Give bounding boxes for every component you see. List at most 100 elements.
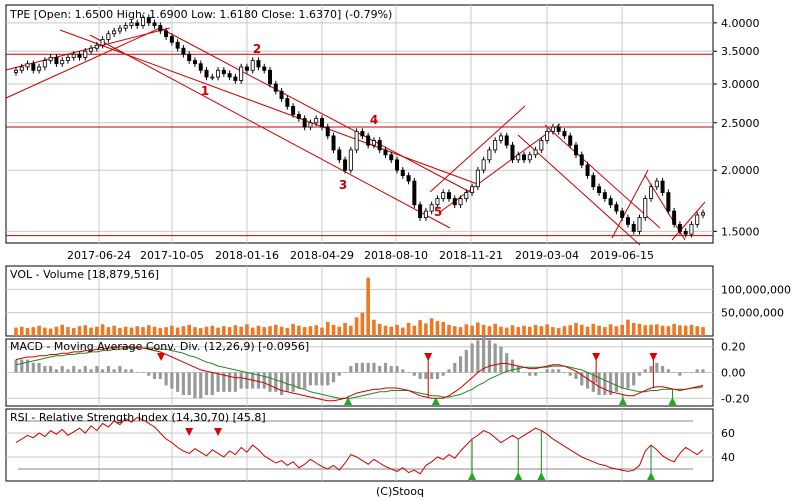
macd-histogram-bar [366, 362, 370, 373]
macd-histogram-bar [482, 337, 486, 373]
volume-bar [48, 328, 53, 336]
volume-bar [129, 327, 134, 336]
volume-title: VOL - Volume [18,879,516] [10, 268, 159, 281]
candle-body [291, 105, 296, 115]
candle-body [423, 210, 428, 219]
candle-body [562, 131, 567, 137]
macd-histogram-bar [539, 372, 543, 373]
volume-bar [43, 327, 47, 336]
volume-bar [158, 328, 163, 336]
macd-sell-signal-marker [592, 353, 601, 361]
candle-body [458, 198, 463, 206]
candle-body [654, 180, 659, 188]
panel-frame-0 [5, 4, 714, 244]
candle-body [556, 126, 561, 132]
macd-sell-signal-marker [157, 353, 166, 361]
price-y-tick-label: 2.5000 [721, 117, 760, 130]
volume-bar [262, 327, 267, 336]
macd-histogram-bar [72, 366, 76, 373]
volume-bar [343, 322, 347, 336]
candle-body [475, 169, 480, 188]
candle-body [19, 66, 24, 71]
price-title: TPE [Open: 1.6500 High: 1.6900 Low: 1.61… [9, 8, 392, 21]
volume-bar [522, 325, 526, 336]
x-tick-label: 2017-06-24 [67, 249, 131, 262]
candle-body [701, 212, 706, 216]
macd-histogram-bar [279, 372, 284, 396]
candle-body [187, 53, 192, 61]
candle-body [672, 210, 677, 225]
volume-bar [631, 322, 636, 336]
volume-bar [60, 324, 64, 336]
macd-histogram-bar [666, 369, 670, 373]
volume-bar [510, 325, 515, 336]
volume-bar [95, 326, 99, 336]
volume-bar [71, 328, 76, 336]
rsi-title: RSI - Relative Strength Index (14,30,70)… [10, 411, 266, 424]
macd-histogram-bar [256, 372, 261, 389]
candle-body [89, 47, 94, 52]
macd-histogram-bar [672, 372, 676, 373]
volume-bar [435, 321, 440, 336]
volume-bar [412, 325, 417, 336]
candle-body [452, 198, 457, 206]
candle-body [545, 131, 550, 141]
wave-annotation-1: 1 [201, 84, 209, 98]
volume-bar [170, 325, 174, 336]
candle-body [533, 149, 538, 156]
volume-bar [666, 326, 671, 336]
panel-frame-1 [5, 265, 714, 337]
macd-histogram-bar [493, 343, 497, 373]
macd-histogram-bar [291, 372, 295, 392]
candle-body [239, 66, 244, 81]
macd-histogram-bar [37, 362, 41, 373]
macd-histogram-bar [164, 372, 168, 386]
macd-histogram-bar [476, 340, 480, 373]
candle-body [117, 27, 122, 32]
macd-histogram-bar [453, 362, 457, 373]
volume-bar [516, 327, 521, 336]
vol-y-tick-label: 100,000,000 [721, 283, 791, 296]
candle-body [348, 149, 353, 171]
trend-line-5 [429, 105, 526, 193]
trend-line-6 [439, 123, 561, 213]
volume-bar [695, 326, 700, 336]
macd-histogram-bar [401, 369, 405, 373]
macd-histogram-bar [568, 372, 572, 376]
volume-bar [452, 326, 457, 336]
volume-bar [164, 327, 168, 336]
macd-histogram-bar [701, 369, 705, 373]
volume-bar [504, 327, 509, 336]
macd-histogram-bar [383, 362, 388, 373]
volume-bar [528, 326, 532, 336]
candle-body [435, 198, 440, 206]
trend-line-11 [671, 201, 706, 241]
candle-body [25, 63, 30, 68]
candle-body [602, 192, 607, 199]
rsi-buy-signal-marker [514, 472, 523, 480]
macd-histogram-bar [603, 372, 607, 396]
macd-histogram-bar [389, 366, 393, 373]
candle-body [54, 56, 59, 65]
macd-histogram-bar [372, 362, 376, 373]
macd-histogram-bar [49, 366, 53, 373]
macd-y-tick-label: 0.20 [721, 341, 746, 354]
candle-body [527, 154, 532, 161]
macd-histogram-bar [349, 366, 353, 373]
macd-histogram-bar [424, 372, 428, 379]
volume-bar [464, 324, 469, 336]
candle-body [169, 36, 174, 43]
macd-histogram-bar [77, 369, 82, 373]
volume-bar [649, 324, 653, 336]
candle-body [331, 135, 336, 151]
volume-bar [499, 326, 503, 336]
macd-histogram-bar [320, 372, 324, 386]
macd-sell-signal-marker [424, 353, 433, 361]
candle-body [31, 63, 36, 71]
macd-histogram-bar [585, 372, 590, 389]
volume-bar [366, 277, 370, 336]
candle-body [579, 154, 584, 166]
volume-bar [360, 312, 365, 336]
macd-histogram-bar [545, 369, 549, 373]
volume-bar [626, 319, 630, 336]
